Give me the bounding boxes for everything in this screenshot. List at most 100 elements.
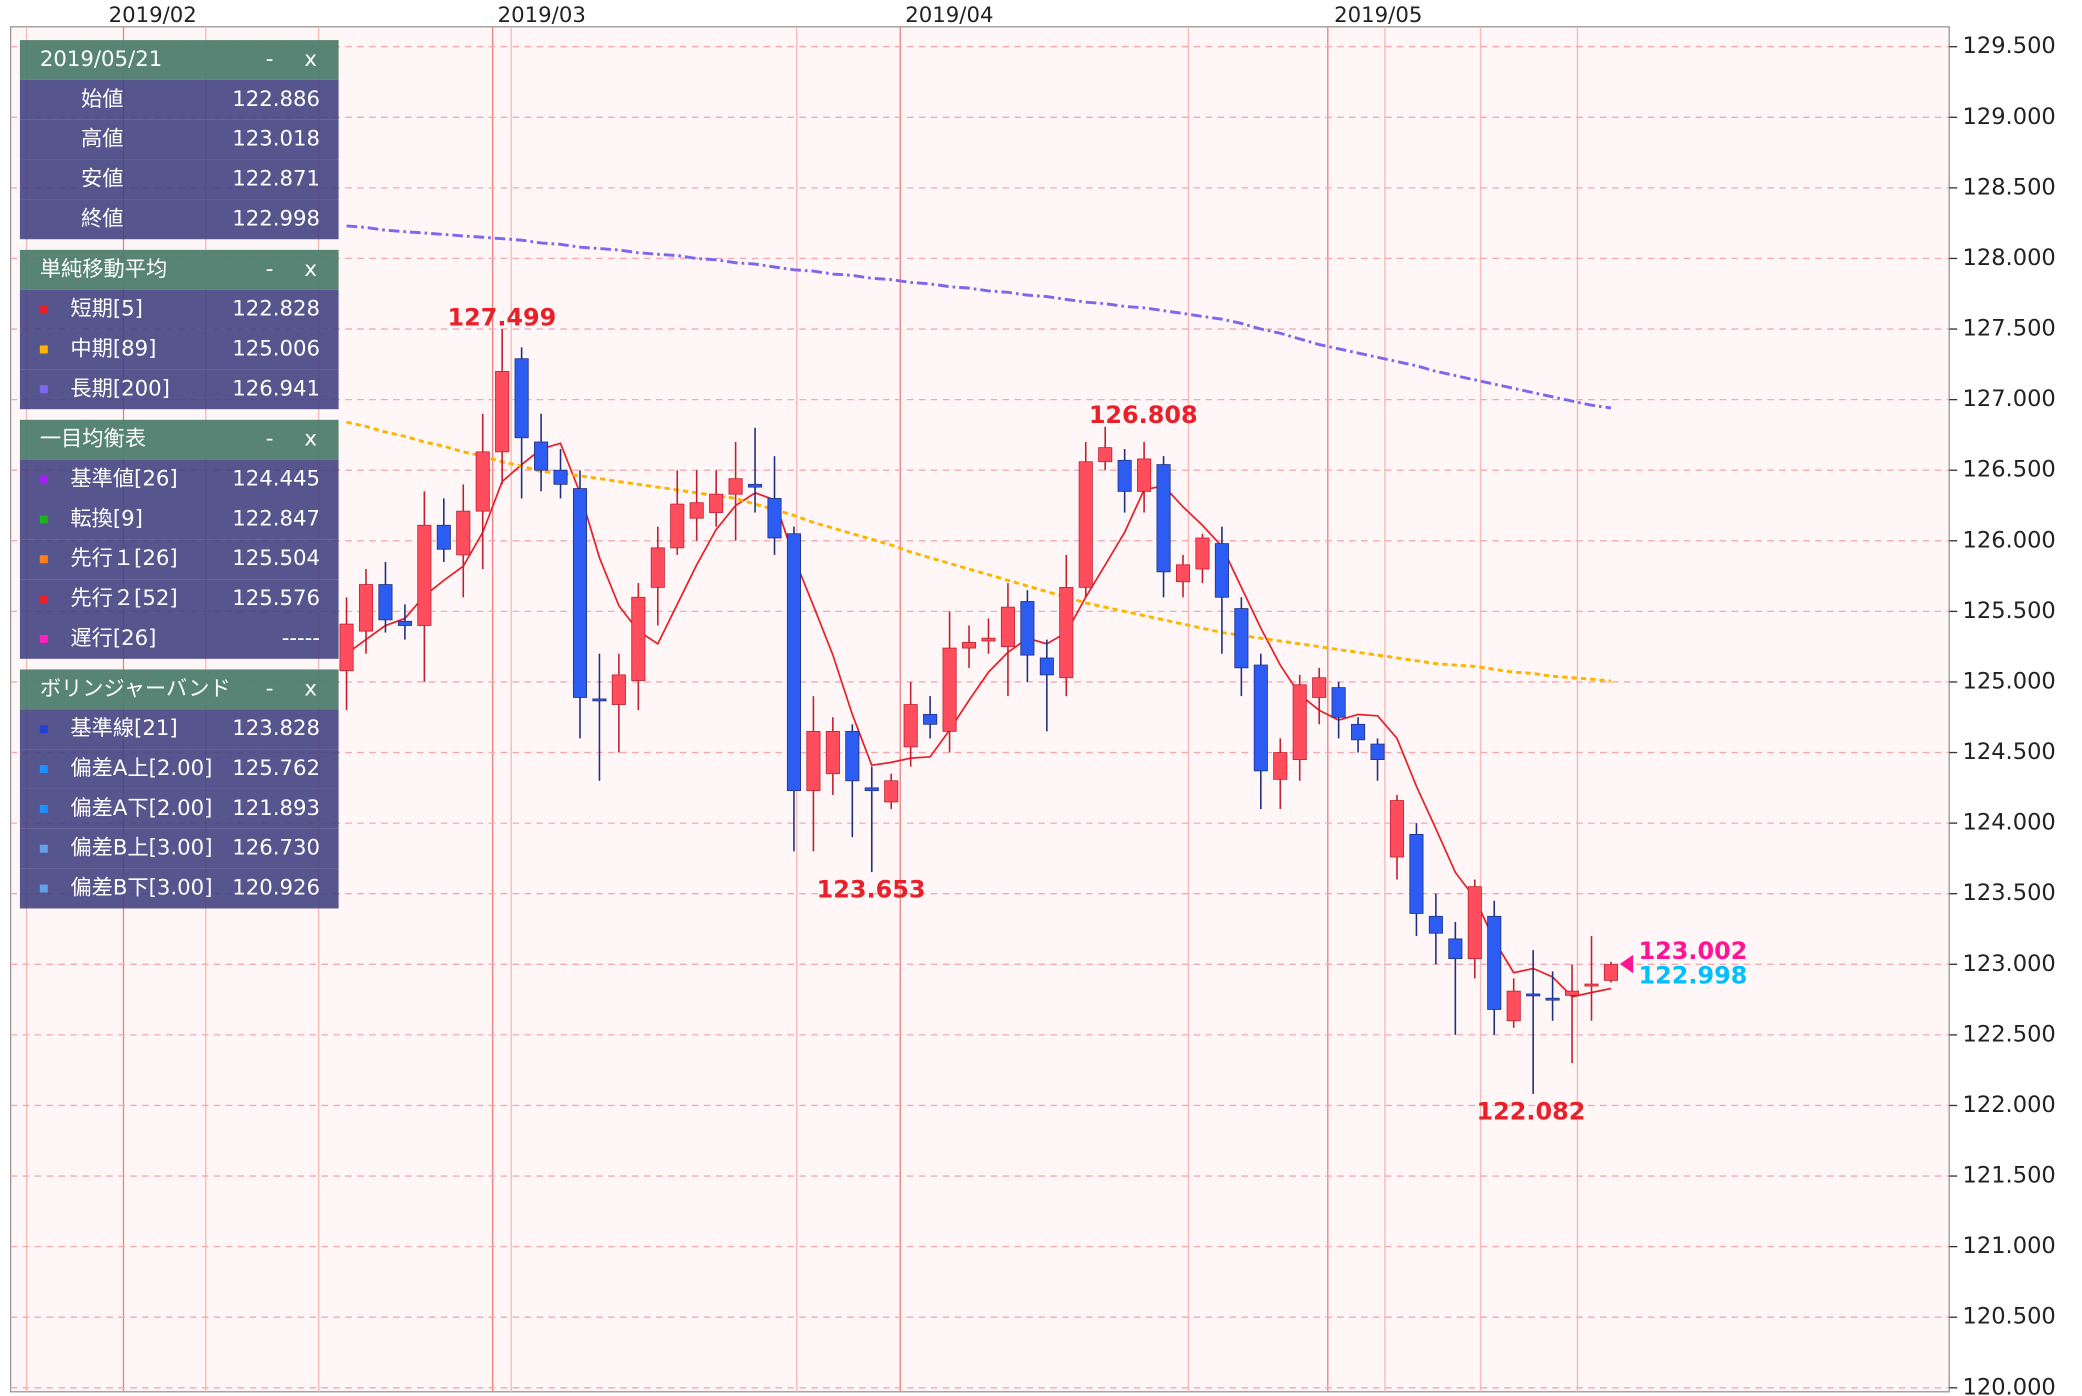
row-label: 始値	[81, 87, 123, 112]
price-annotation: 123.653	[817, 876, 926, 904]
x-tick-label: 2019/02	[109, 3, 197, 28]
ma-line	[346, 224, 1612, 410]
candle-body	[1409, 834, 1424, 914]
y-tick-label: 129.500	[1962, 33, 2055, 59]
y-tick-label: 128.000	[1962, 245, 2055, 271]
candle-body	[981, 637, 996, 642]
candle-body	[1156, 464, 1171, 573]
legend-swatch	[39, 765, 48, 774]
candle-body	[825, 730, 840, 775]
minimize-button[interactable]: -	[266, 47, 274, 72]
y-tick-label: 123.500	[1962, 880, 2055, 906]
price-annotation: 122.082	[1477, 1097, 1586, 1125]
panel-row	[19, 119, 339, 160]
y-tick-label: 129.000	[1962, 104, 2055, 130]
candle-body	[903, 704, 918, 748]
candle-body	[339, 623, 354, 672]
panel-header-title: 単純移動平均	[40, 257, 167, 282]
row-label: 長期[200]	[70, 376, 170, 401]
row-label: 偏差A上[2.00]	[70, 756, 212, 781]
candle-body	[806, 730, 821, 792]
close-button[interactable]: x	[304, 257, 317, 282]
panel-row	[19, 618, 339, 659]
minimize-button[interactable]: -	[266, 427, 274, 452]
candle-body	[1078, 461, 1093, 588]
candle-body	[1039, 657, 1054, 676]
legend-swatch	[39, 884, 48, 893]
row-value: 122.871	[232, 166, 320, 191]
candle-body	[1000, 606, 1015, 648]
y-tick-label: 125.000	[1962, 668, 2055, 694]
minimize-button[interactable]: -	[266, 257, 274, 282]
panel-header-title: 一目均衡表	[40, 427, 146, 452]
panel-row	[19, 828, 339, 869]
panel-header	[19, 249, 339, 290]
candle-body	[728, 478, 743, 495]
x-tick-label: 2019/03	[498, 3, 586, 28]
y-tick-label: 126.000	[1962, 527, 2055, 553]
close-button[interactable]: x	[304, 676, 317, 701]
candle-body	[1273, 752, 1288, 780]
close-button[interactable]: x	[304, 47, 317, 72]
y-tick-label: 125.500	[1962, 598, 2055, 624]
row-label: 偏差A下[2.00]	[70, 796, 212, 821]
candle-body	[514, 358, 529, 439]
row-value: 123.018	[232, 127, 320, 152]
labels: 2019/02 2019/03 2019/04 2019/05 129.500 129.0…	[109, 3, 2056, 1396]
candle-body	[1526, 993, 1541, 997]
panel-row	[19, 788, 339, 829]
candles	[339, 329, 1618, 1094]
row-label: 短期[5]	[70, 297, 143, 322]
row-label: 基準値[26]	[70, 467, 177, 492]
close-button[interactable]: x	[304, 427, 317, 452]
row-label: 偏差B下[3.00]	[70, 876, 212, 901]
panel-row	[19, 749, 339, 789]
candle-body	[942, 647, 957, 732]
row-label: 中期[89]	[70, 336, 156, 361]
row-label: 安値	[81, 166, 123, 191]
minimize-button[interactable]: -	[266, 676, 274, 701]
candle-body	[767, 498, 782, 539]
panel-row	[19, 459, 339, 500]
panel-row	[19, 199, 339, 240]
row-value: 125.762	[232, 756, 320, 781]
row-value: 122.847	[232, 506, 320, 531]
candle-body	[358, 584, 374, 632]
row-value: 125.504	[232, 546, 320, 571]
row-value: 125.006	[232, 336, 320, 361]
row-label: 高値	[81, 127, 123, 152]
y-tick-label: 124.000	[1962, 810, 2055, 836]
candle-body	[923, 714, 938, 725]
row-label: 偏差B上[3.00]	[70, 836, 212, 861]
panel-row	[19, 159, 339, 200]
y-tick-label: 127.500	[1962, 316, 2055, 342]
panel-row	[19, 329, 339, 370]
candle-body	[1370, 743, 1385, 761]
row-label: 基準線[21]	[70, 716, 177, 741]
candle-body	[786, 533, 801, 792]
candle-body	[670, 503, 685, 549]
row-value: 122.886	[232, 87, 320, 112]
candle-body	[1389, 800, 1405, 858]
legend-swatch	[39, 634, 48, 643]
candle-body	[417, 524, 432, 626]
row-value: 122.998	[232, 206, 320, 231]
ma-line	[346, 442, 1612, 998]
row-label: 転換[9]	[70, 506, 143, 531]
candle-body	[845, 730, 860, 782]
candle-body	[1312, 677, 1327, 698]
panel-row	[19, 709, 339, 750]
candle-body	[1137, 458, 1152, 492]
candle-body	[1448, 938, 1463, 960]
legend-swatch	[39, 555, 48, 564]
row-label: 終値	[81, 206, 123, 231]
row-label: 先行２[52]	[70, 586, 177, 611]
row-value: 124.445	[232, 467, 320, 492]
y-tick-label: 126.500	[1962, 457, 2055, 483]
panel-header-title: ボリンジャーバンド	[40, 676, 231, 701]
y-tick-label: 121.000	[1962, 1233, 2055, 1259]
candle-body	[1565, 990, 1580, 996]
panel-row	[19, 499, 339, 540]
